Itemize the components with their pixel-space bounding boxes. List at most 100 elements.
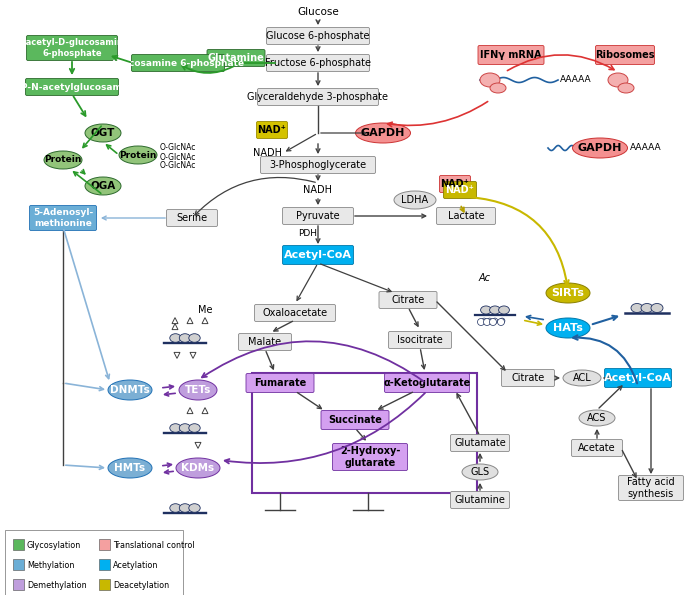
FancyBboxPatch shape: [99, 559, 110, 570]
Text: ACS: ACS: [587, 413, 607, 423]
Text: Ribosomes: Ribosomes: [595, 50, 655, 60]
Text: Ac: Ac: [479, 273, 491, 283]
Text: N-acetyl-D-glucosamine
6-phosphate: N-acetyl-D-glucosamine 6-phosphate: [15, 38, 129, 58]
Text: Fumarate: Fumarate: [254, 378, 306, 388]
Text: O-GlcNAc: O-GlcNAc: [160, 161, 197, 171]
FancyBboxPatch shape: [207, 49, 265, 67]
Circle shape: [484, 318, 490, 325]
FancyBboxPatch shape: [451, 434, 510, 452]
Text: 3-Phosphoglycerate: 3-Phosphoglycerate: [269, 160, 366, 170]
Ellipse shape: [119, 146, 157, 164]
Circle shape: [497, 318, 504, 325]
Text: Pyruvate: Pyruvate: [296, 211, 340, 221]
Text: Fatty acid
synthesis: Fatty acid synthesis: [627, 477, 675, 499]
Text: Me: Me: [198, 305, 212, 315]
Text: 2-Hydroxy-
glutarate: 2-Hydroxy- glutarate: [340, 446, 400, 468]
FancyBboxPatch shape: [451, 491, 510, 509]
FancyBboxPatch shape: [256, 121, 288, 139]
Circle shape: [490, 318, 497, 325]
Text: LDHA: LDHA: [401, 195, 429, 205]
Text: AAAAA: AAAAA: [560, 76, 592, 84]
Ellipse shape: [573, 138, 627, 158]
Text: NAD⁺: NAD⁺: [445, 185, 475, 195]
Text: PDH: PDH: [299, 230, 318, 239]
Text: Succinate: Succinate: [328, 415, 382, 425]
FancyBboxPatch shape: [321, 411, 389, 430]
Ellipse shape: [189, 334, 200, 342]
Ellipse shape: [608, 73, 628, 87]
FancyBboxPatch shape: [619, 475, 684, 500]
FancyBboxPatch shape: [246, 374, 314, 393]
Text: Acetylation: Acetylation: [113, 560, 158, 569]
Circle shape: [499, 318, 505, 324]
FancyBboxPatch shape: [13, 559, 24, 570]
Ellipse shape: [579, 410, 615, 426]
FancyBboxPatch shape: [282, 208, 353, 224]
FancyBboxPatch shape: [384, 374, 469, 393]
Ellipse shape: [189, 424, 200, 433]
Circle shape: [477, 318, 484, 325]
Ellipse shape: [641, 303, 653, 312]
Ellipse shape: [563, 370, 601, 386]
Ellipse shape: [189, 504, 200, 512]
FancyBboxPatch shape: [25, 79, 119, 96]
Text: Fructose 6-phosphate: Fructose 6-phosphate: [265, 58, 371, 68]
Text: TETs: TETs: [185, 385, 211, 395]
Text: NADH: NADH: [303, 185, 332, 195]
Text: IFNγ mRNA: IFNγ mRNA: [480, 50, 542, 60]
Ellipse shape: [499, 306, 510, 314]
Text: α-Ketoglutarate: α-Ketoglutarate: [384, 378, 471, 388]
FancyBboxPatch shape: [29, 205, 97, 230]
Ellipse shape: [546, 318, 590, 338]
FancyBboxPatch shape: [266, 27, 369, 45]
Text: Glucosamine 6-phosphate: Glucosamine 6-phosphate: [112, 58, 244, 67]
Bar: [5, 530, 183, 595]
Text: Glycosylation: Glycosylation: [27, 540, 82, 550]
Text: Acetate: Acetate: [578, 443, 616, 453]
Text: DNMTs: DNMTs: [110, 385, 150, 395]
Text: GAPDH: GAPDH: [361, 128, 406, 138]
Circle shape: [487, 318, 493, 324]
Ellipse shape: [480, 73, 500, 87]
Ellipse shape: [490, 306, 501, 314]
Text: ACL: ACL: [573, 373, 591, 383]
Text: NAD⁺: NAD⁺: [258, 125, 286, 135]
Text: UDP-N-acetylglucosamine: UDP-N-acetylglucosamine: [6, 83, 138, 92]
Text: Demethylation: Demethylation: [27, 581, 86, 590]
Ellipse shape: [170, 424, 182, 433]
Text: Methylation: Methylation: [27, 560, 75, 569]
FancyBboxPatch shape: [255, 305, 336, 321]
Text: Lactate: Lactate: [448, 211, 484, 221]
Text: SIRTs: SIRTs: [551, 288, 584, 298]
Ellipse shape: [546, 283, 590, 303]
Text: Citrate: Citrate: [512, 373, 545, 383]
Ellipse shape: [44, 151, 82, 169]
Text: HMTs: HMTs: [114, 463, 145, 473]
Ellipse shape: [179, 380, 217, 400]
Ellipse shape: [462, 464, 498, 480]
FancyBboxPatch shape: [13, 579, 24, 590]
Circle shape: [482, 318, 487, 324]
Text: O-GlcNAc: O-GlcNAc: [160, 143, 197, 152]
FancyBboxPatch shape: [266, 55, 369, 71]
Text: OGT: OGT: [91, 128, 115, 138]
Ellipse shape: [394, 191, 436, 209]
FancyBboxPatch shape: [238, 334, 292, 350]
Ellipse shape: [651, 303, 663, 312]
Text: Isocitrate: Isocitrate: [397, 335, 443, 345]
Ellipse shape: [108, 458, 152, 478]
Ellipse shape: [481, 306, 491, 314]
Ellipse shape: [170, 504, 182, 512]
Text: Oxaloacetate: Oxaloacetate: [262, 308, 327, 318]
Text: Protein: Protein: [119, 151, 157, 159]
Ellipse shape: [108, 380, 152, 400]
Ellipse shape: [356, 123, 410, 143]
Text: Citrate: Citrate: [391, 295, 425, 305]
FancyBboxPatch shape: [99, 539, 110, 550]
FancyBboxPatch shape: [436, 208, 495, 224]
FancyBboxPatch shape: [440, 176, 471, 193]
Ellipse shape: [618, 83, 634, 93]
Circle shape: [493, 318, 498, 324]
Text: HATs: HATs: [553, 323, 583, 333]
FancyBboxPatch shape: [478, 45, 544, 64]
